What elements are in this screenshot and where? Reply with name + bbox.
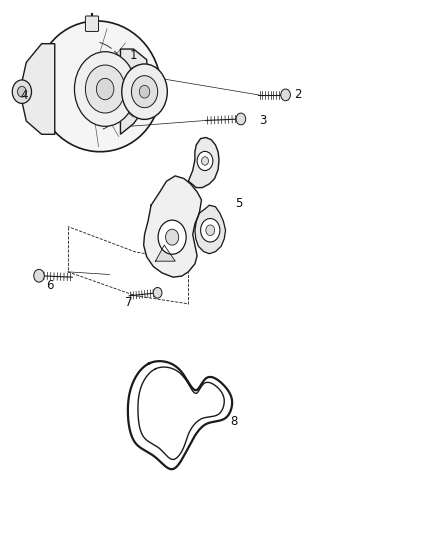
FancyBboxPatch shape — [85, 16, 99, 31]
Text: 8: 8 — [231, 415, 238, 427]
Circle shape — [201, 157, 208, 165]
Circle shape — [166, 229, 179, 245]
Circle shape — [74, 52, 136, 126]
Text: 7: 7 — [125, 296, 133, 309]
Text: 3: 3 — [259, 114, 266, 127]
Circle shape — [236, 113, 246, 125]
Circle shape — [131, 76, 158, 108]
Text: 6: 6 — [46, 279, 54, 292]
Circle shape — [18, 86, 26, 97]
Circle shape — [153, 287, 162, 298]
Circle shape — [12, 80, 32, 103]
Polygon shape — [20, 44, 55, 134]
Polygon shape — [120, 49, 149, 134]
Polygon shape — [188, 138, 219, 188]
Text: 4: 4 — [20, 90, 28, 102]
Text: 1: 1 — [130, 50, 138, 62]
Text: 5: 5 — [235, 197, 242, 210]
Text: 2: 2 — [294, 88, 302, 101]
Circle shape — [34, 269, 44, 282]
Polygon shape — [144, 176, 201, 277]
Polygon shape — [155, 245, 175, 261]
Circle shape — [201, 219, 220, 242]
Circle shape — [96, 78, 114, 100]
Ellipse shape — [36, 21, 161, 152]
Circle shape — [281, 89, 290, 101]
Circle shape — [206, 225, 215, 236]
Circle shape — [122, 64, 167, 119]
Circle shape — [139, 85, 150, 98]
Circle shape — [197, 151, 213, 171]
Circle shape — [158, 220, 186, 254]
Circle shape — [85, 65, 125, 113]
Polygon shape — [195, 205, 226, 254]
